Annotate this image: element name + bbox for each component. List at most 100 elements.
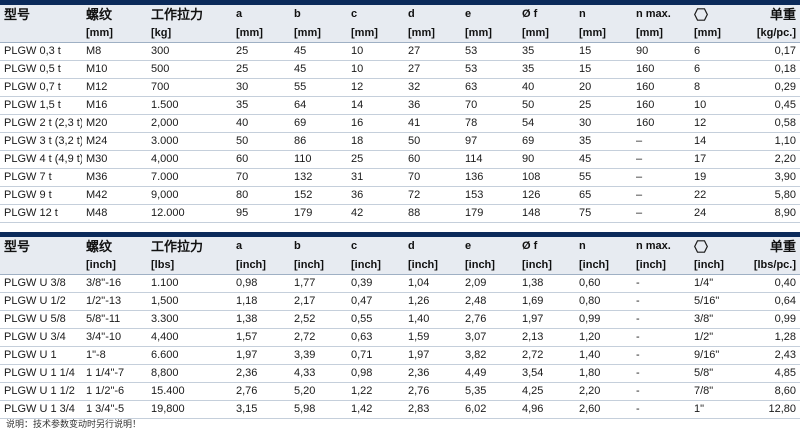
table-row: PLGW 3 t (3,2 t) M24 3.000 50 86 18 50 97 69 35–1… [0, 132, 800, 151]
value-cell: 8,90 [745, 204, 800, 223]
value-cell: 6.600 [147, 346, 232, 365]
header-label: e [461, 237, 518, 256]
value-cell: 5,98 [290, 400, 347, 419]
table-row: PLGW 2 t (2,3 t) M20 2,000 40 69 16 41 78 54 30 16… [0, 114, 800, 133]
value-cell: 160 [632, 60, 690, 79]
header-label: c [347, 5, 404, 24]
header-label: b [290, 237, 347, 256]
value-cell: 90 [632, 42, 690, 61]
value-cell: M8 [82, 42, 147, 61]
value-cell: 3,07 [461, 328, 518, 347]
value-cell: M36 [82, 168, 147, 187]
value-cell: 3/4"-10 [82, 328, 147, 347]
value-cell: M48 [82, 204, 147, 223]
value-cell: 0,80 [575, 292, 632, 311]
value-cell: 500 [147, 60, 232, 79]
header-label: n [575, 5, 632, 24]
value-cell: 19,800 [147, 400, 232, 419]
header-unit: [inch] [632, 256, 690, 275]
value-cell: 152 [290, 186, 347, 205]
value-cell: 2,52 [290, 310, 347, 329]
value-cell: 700 [147, 78, 232, 97]
value-cell: – [632, 204, 690, 223]
value-cell: 1/4" [690, 274, 745, 293]
value-cell: - [632, 274, 690, 293]
value-cell: 35 [518, 42, 575, 61]
value-cell: 70 [461, 96, 518, 115]
value-cell: 3,54 [518, 364, 575, 383]
value-cell: 1,77 [290, 274, 347, 293]
value-cell: 55 [575, 168, 632, 187]
value-cell: 30 [575, 114, 632, 133]
model-cell: PLGW 1,5 t [0, 96, 82, 115]
value-cell: 9,000 [147, 186, 232, 205]
value-cell: 45 [290, 60, 347, 79]
value-cell: M12 [82, 78, 147, 97]
value-cell: 31 [347, 168, 404, 187]
value-cell: - [632, 310, 690, 329]
model-cell: PLGW U 3/8 [0, 274, 82, 293]
value-cell: 15 [575, 60, 632, 79]
header-label: c [347, 237, 404, 256]
value-cell: 7/8" [690, 382, 745, 401]
value-cell: 1,97 [404, 346, 461, 365]
value-cell: 2,76 [404, 382, 461, 401]
value-cell: 132 [290, 168, 347, 187]
value-cell: 25 [347, 150, 404, 169]
value-cell: 69 [290, 114, 347, 133]
model-cell: PLGW 0,7 t [0, 78, 82, 97]
header-unit: [mm] [690, 24, 745, 43]
value-cell: 0,18 [745, 60, 800, 79]
value-cell: 72 [404, 186, 461, 205]
value-cell: 1,18 [232, 292, 290, 311]
value-cell: 1,40 [575, 346, 632, 365]
value-cell: 1,97 [518, 310, 575, 329]
value-cell: - [632, 346, 690, 365]
value-cell: 1.100 [147, 274, 232, 293]
value-cell: M20 [82, 114, 147, 133]
header-unit: [mm] [290, 24, 347, 43]
value-cell: 25 [232, 60, 290, 79]
header-unit: [inch] [290, 256, 347, 275]
value-cell: 1 1/2"-6 [82, 382, 147, 401]
header-unit: [mm] [347, 24, 404, 43]
value-cell: 1 1/4"-7 [82, 364, 147, 383]
value-cell: 0,47 [347, 292, 404, 311]
value-cell: 6,02 [461, 400, 518, 419]
header-hex-wrench-cell [690, 237, 745, 256]
value-cell: M16 [82, 96, 147, 115]
value-cell: 2,13 [518, 328, 575, 347]
value-cell: 35 [575, 132, 632, 151]
value-cell: 2,36 [232, 364, 290, 383]
value-cell: 5/8" [690, 364, 745, 383]
value-cell: 3,39 [290, 346, 347, 365]
header-label: 工作拉力 [147, 237, 232, 256]
value-cell: 78 [461, 114, 518, 133]
value-cell: 17 [690, 150, 745, 169]
value-cell: 0,71 [347, 346, 404, 365]
value-cell: 1 3/4"-5 [82, 400, 147, 419]
value-cell: 160 [632, 78, 690, 97]
header-unit: [lbs/pc.] [745, 256, 800, 275]
header-unit: [mm] [575, 24, 632, 43]
header-label: n max. [632, 5, 690, 24]
header-label: 工作拉力 [147, 5, 232, 24]
header-unit: [kg] [147, 24, 232, 43]
value-cell: 12.000 [147, 204, 232, 223]
value-cell: 0,40 [745, 274, 800, 293]
header-unit: [mm] [518, 24, 575, 43]
value-cell: 15.400 [147, 382, 232, 401]
value-cell: 8 [690, 78, 745, 97]
value-cell: 4,000 [147, 150, 232, 169]
value-cell: 5/8"-11 [82, 310, 147, 329]
header-label: d [404, 237, 461, 256]
model-cell: PLGW 4 t (4,9 t) [0, 150, 82, 169]
value-cell: 95 [232, 204, 290, 223]
value-cell: 0,64 [745, 292, 800, 311]
value-cell: 14 [347, 96, 404, 115]
value-cell: 25 [575, 96, 632, 115]
value-cell: 10 [347, 60, 404, 79]
header-label: b [290, 5, 347, 24]
table-row: PLGW 0,5 t M10 500 25 45 10 27 53 35 15 160 6 0,18 [0, 60, 800, 79]
value-cell: 1,22 [347, 382, 404, 401]
